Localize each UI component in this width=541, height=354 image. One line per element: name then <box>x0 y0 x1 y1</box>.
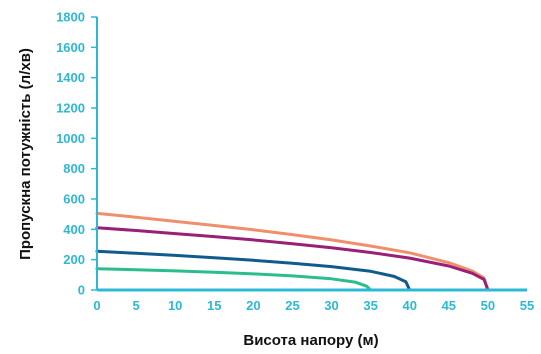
series-line-1 <box>95 211 490 292</box>
x-tick-label: 10 <box>168 298 182 313</box>
y-tick-label: 1400 <box>56 70 85 85</box>
x-tick-label: 30 <box>324 298 338 313</box>
axes-layer <box>96 17 527 292</box>
y-axis-title: Пропускна потужність (л/хв) <box>17 48 34 260</box>
y-tick-label: 400 <box>63 222 85 237</box>
x-axis-title: Висота напору (м) <box>243 332 378 349</box>
x-tick-label: 35 <box>363 298 377 313</box>
x-tick-label: 20 <box>246 298 260 313</box>
y-tick-label: 200 <box>63 252 85 267</box>
y-tick-label: 1600 <box>56 40 85 55</box>
series-line-3 <box>95 249 412 292</box>
y-tick-label: 1200 <box>56 101 85 116</box>
x-tick-label: 45 <box>442 298 456 313</box>
series-layer <box>95 211 490 292</box>
x-tick-label: 55 <box>520 298 534 313</box>
y-tick-label: 0 <box>78 283 85 298</box>
x-tick-label: 0 <box>93 298 100 313</box>
x-tick-label: 25 <box>285 298 299 313</box>
x-tick-label: 50 <box>481 298 495 313</box>
y-tick-label: 800 <box>63 161 85 176</box>
y-tick-label: 1000 <box>56 131 85 146</box>
x-tick-label: 15 <box>207 298 221 313</box>
series-line-4 <box>95 267 373 292</box>
x-tick-label: 5 <box>132 298 139 313</box>
y-tick-label: 600 <box>63 192 85 207</box>
x-tick-label: 40 <box>402 298 416 313</box>
series-line-2 <box>95 226 490 292</box>
ticks-layer: 0 200 400 600 800 1000 1200 1400 1600 1800 0 5 10 15 2… <box>56 10 534 314</box>
y-tick-label: 1800 <box>56 10 85 25</box>
